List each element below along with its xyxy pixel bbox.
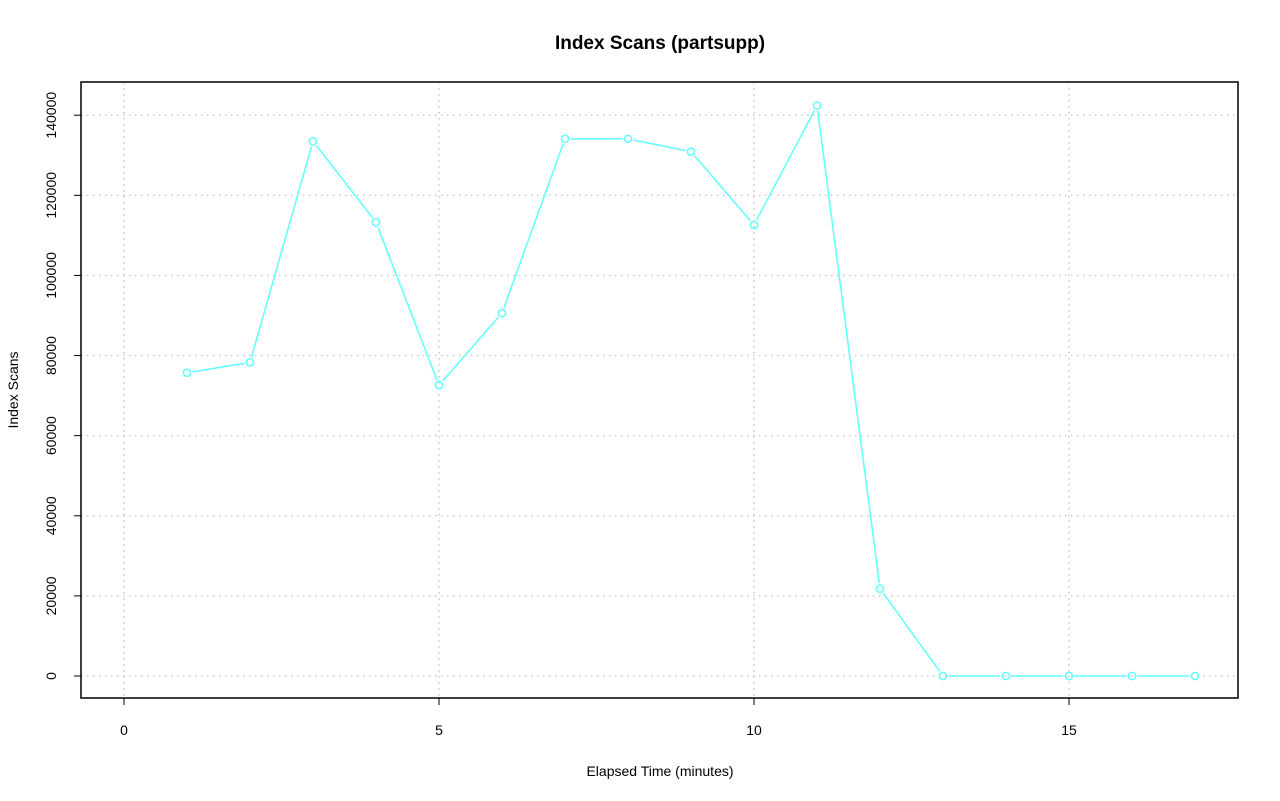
y-tick-label: 140000 [43,92,59,139]
y-tick-label: 0 [43,672,59,680]
x-tick-label: 15 [1061,722,1077,738]
data-point [1001,671,1011,681]
series-line-segment [442,316,499,382]
data-point [938,671,948,681]
x-tick-label: 0 [120,722,128,738]
series-line-segment [882,592,941,672]
series-line-segment [694,155,751,222]
y-tick-label: 80000 [43,336,59,375]
data-point [371,217,381,227]
grid-lines [81,82,1238,698]
data-point [812,101,822,111]
series-line-segment [192,362,245,373]
series-line-segment [633,139,686,152]
series-line-segment [377,227,438,381]
data-point [560,134,570,144]
chart-title: Index Scans (partsupp) [555,33,765,54]
x-axis: 0 5 10 15 [120,697,1077,738]
data-point [875,584,885,594]
x-tick-label: 5 [435,722,443,738]
data-point [182,368,192,378]
series-line-segment [503,143,564,309]
series-line-segment [315,145,374,219]
series-line-segment [755,110,816,221]
series-line-segment [816,111,881,584]
data-point [434,380,444,390]
y-tick-label: 20000 [43,576,59,615]
data-point [308,136,318,146]
series-line-segment [250,146,313,358]
data-point [497,308,507,318]
data-point [1127,671,1137,681]
y-axis-title: Index Scans [5,351,21,428]
y-axis: 0 20000 40000 60000 80000 100000 120000 140000 [43,92,82,680]
y-tick-label: 100000 [43,252,59,299]
data-point [1064,671,1074,681]
data-point [686,147,696,157]
series-layer [182,101,1200,681]
data-point [1190,671,1200,681]
y-tick-label: 40000 [43,496,59,535]
x-tick-label: 10 [746,722,762,738]
x-axis-title: Elapsed Time (minutes) [586,763,733,779]
data-point [245,357,255,367]
plot-frame [80,81,1239,699]
data-point [749,220,759,230]
data-point [623,134,633,144]
y-tick-label: 60000 [43,416,59,455]
y-tick-label: 120000 [43,172,59,219]
